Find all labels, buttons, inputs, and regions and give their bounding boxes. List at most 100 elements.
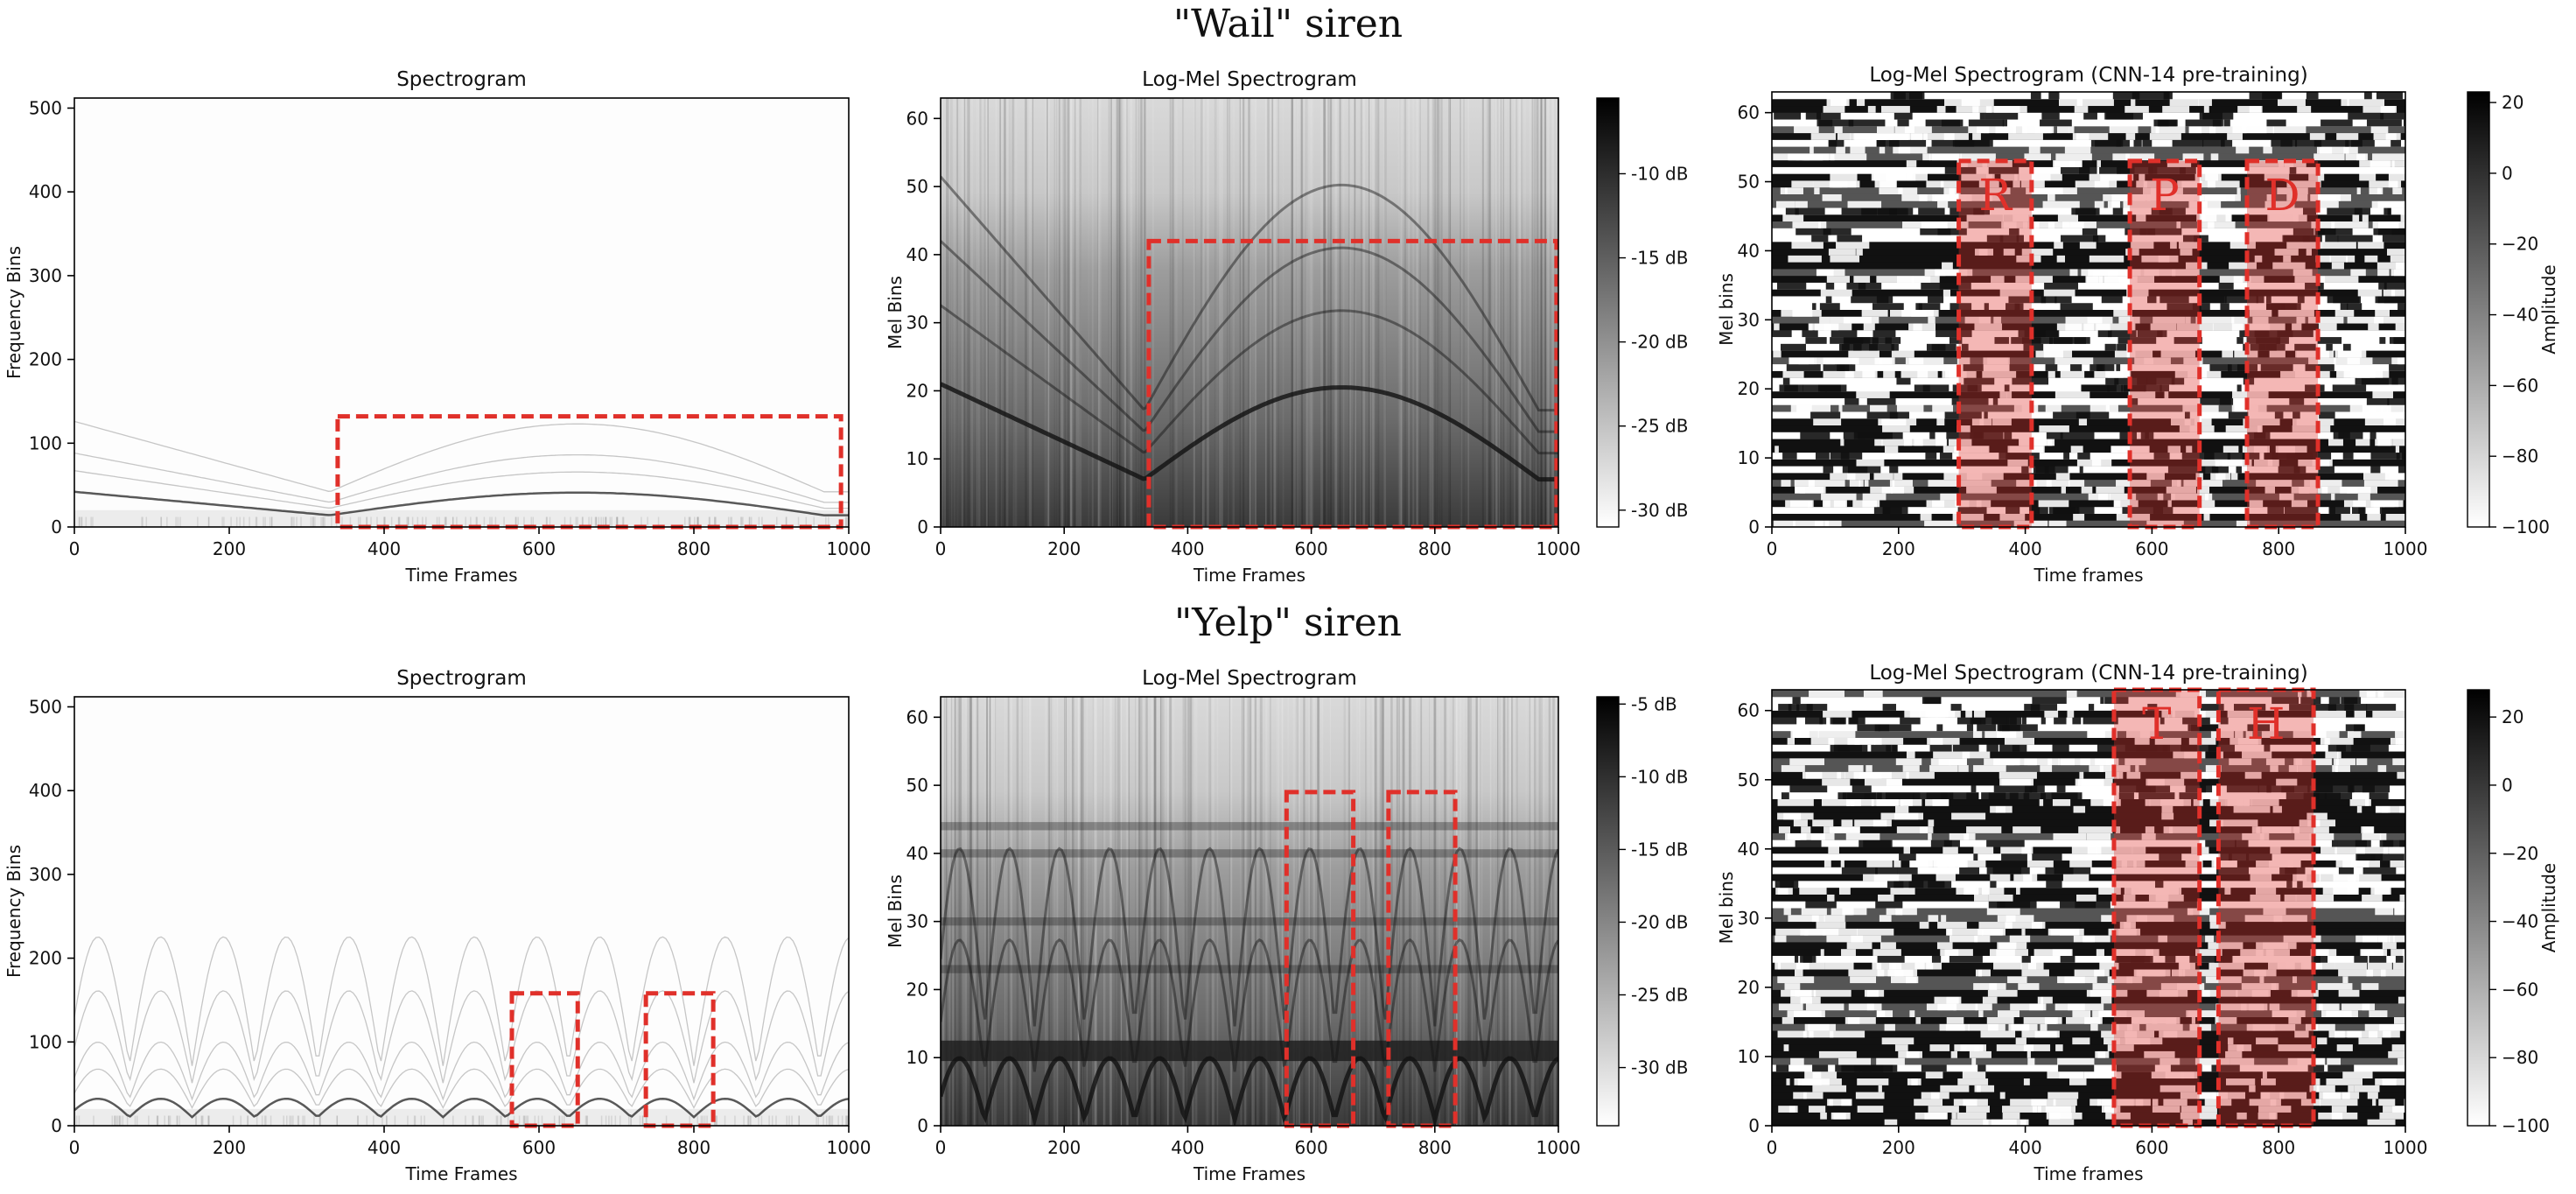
y-tick-label: 50 <box>1738 769 1760 790</box>
panel-title-wail-mel: Log-Mel Spectrogram <box>1142 68 1357 91</box>
highlight-region <box>1956 158 2034 530</box>
x-tick-label: 200 <box>1882 538 1915 559</box>
y-tick-label: 10 <box>906 448 928 469</box>
y-tick-label: 0 <box>51 516 62 537</box>
y-axis-label: Frequency Bins <box>4 246 24 379</box>
x-tick-label: 400 <box>1171 1137 1204 1158</box>
x-axis-label: Time Frames <box>404 1163 517 1184</box>
x-tick-label: 400 <box>2009 538 2042 559</box>
y-tick-label: 10 <box>906 1047 928 1068</box>
colorbar-tick-label: -10 dB <box>1631 163 1688 184</box>
x-tick-label: 600 <box>522 1137 556 1158</box>
colorbar-tick-label: 20 <box>2502 706 2524 727</box>
x-tick-label: 800 <box>677 1137 710 1158</box>
colorbar-label: Amplitude <box>2538 264 2559 355</box>
x-tick-label: 800 <box>2262 538 2295 559</box>
x-tick-label: 1000 <box>1536 538 1581 559</box>
y-axis-label: Mel bins <box>1716 872 1737 945</box>
y-tick-label: 0 <box>1748 1115 1760 1136</box>
panel-yelp-mel: 0 200 400 600 800 1000 0 10 20 30 40 50 60 Time Frame… <box>885 693 1688 1184</box>
y-tick-label: 60 <box>906 108 928 129</box>
colorbar-tick-label: -10 dB <box>1631 766 1688 787</box>
x-tick-label: 400 <box>1171 538 1204 559</box>
x-tick-label: 200 <box>1047 1137 1081 1158</box>
colorbar-tick-label: −80 <box>2502 1047 2538 1068</box>
x-tick-label: 1000 <box>1536 1137 1581 1158</box>
colorbar-tick-label: -5 dB <box>1631 693 1677 714</box>
heatmap-wail-spec <box>74 420 849 527</box>
highlight-region <box>2111 687 2202 1128</box>
y-tick-label: 300 <box>29 864 62 885</box>
heatmap-wail-cnn <box>1772 92 2405 527</box>
colorbar-tick-label: −60 <box>2502 979 2538 1000</box>
yelp-siren-title: "Yelp" siren <box>1173 601 1403 645</box>
y-tick-label: 50 <box>1738 172 1760 193</box>
y-tick-label: 0 <box>51 1115 62 1136</box>
y-tick-label: 400 <box>29 181 62 202</box>
x-tick-label: 200 <box>213 538 246 559</box>
x-axis-label: Time frames <box>2033 1163 2143 1184</box>
heatmap-wail-mel <box>941 98 1558 527</box>
y-tick-label: 30 <box>1738 309 1760 330</box>
region-letter: D <box>2264 170 2300 221</box>
y-tick-label: 20 <box>1738 378 1760 399</box>
wail-siren-title: "Wail" siren <box>1172 2 1404 46</box>
colorbar-tick-label: 0 <box>2502 163 2513 184</box>
x-tick-label: 800 <box>677 538 710 559</box>
panel-title-yelp-mel: Log-Mel Spectrogram <box>1142 667 1357 690</box>
panel-yelp-spec: 0 200 400 600 800 1000 0 100 200 300 400 500 Time Fr… <box>4 696 871 1184</box>
x-tick-label: 800 <box>2262 1137 2295 1158</box>
x-tick-label: 800 <box>1418 538 1452 559</box>
region-letter: R <box>1978 170 2012 221</box>
y-tick-label: 100 <box>29 432 62 453</box>
axes-frame <box>940 696 1559 1127</box>
y-tick-label: 0 <box>917 1115 928 1136</box>
y-tick-label: 10 <box>1738 1046 1760 1067</box>
x-tick-label: 200 <box>1047 538 1081 559</box>
y-tick-label: 40 <box>1738 240 1760 261</box>
axes-frame <box>1771 689 2406 1127</box>
y-tick-label: 40 <box>1738 839 1760 860</box>
colorbar-tick-label: -20 dB <box>1631 332 1688 353</box>
x-tick-label: 400 <box>368 1137 401 1158</box>
region-letter: P <box>2150 170 2180 221</box>
heatmap-background <box>74 697 849 1126</box>
x-tick-label: 1000 <box>2384 538 2428 559</box>
colorbar-tick-label: −20 <box>2502 843 2538 864</box>
region-letter: H <box>2247 699 2286 749</box>
axes-frame <box>940 97 1559 528</box>
colorbar-tick-label: -15 dB <box>1631 248 1688 269</box>
x-tick-label: 200 <box>1882 1137 1915 1158</box>
y-axis-label: Mel bins <box>1716 273 1737 346</box>
axes-frame <box>74 97 850 528</box>
highlight-box <box>643 991 716 1128</box>
panel-title-wail-spec: Spectrogram <box>396 68 527 91</box>
colorbar <box>2467 689 2490 1127</box>
y-tick-label: 60 <box>1738 700 1760 721</box>
x-tick-label: 0 <box>935 538 947 559</box>
axes-frame <box>74 696 850 1127</box>
x-tick-label: 200 <box>213 1137 246 1158</box>
x-axis-label: Time Frames <box>1193 565 1306 586</box>
colorbar-tick-label: −40 <box>2502 911 2538 932</box>
colorbar-tick-label: -30 dB <box>1631 500 1688 521</box>
highlight-box <box>1146 238 1559 530</box>
colorbar-tick-label: -25 dB <box>1631 985 1688 1006</box>
y-tick-label: 30 <box>906 313 928 334</box>
y-tick-label: 500 <box>29 696 62 717</box>
x-tick-label: 600 <box>2135 538 2168 559</box>
panel-title-yelp-spec: Spectrogram <box>396 667 527 690</box>
colorbar <box>1596 696 1620 1127</box>
y-tick-label: 50 <box>906 176 928 197</box>
x-tick-label: 800 <box>1418 1137 1452 1158</box>
colorbar-tick-label: −20 <box>2502 234 2538 255</box>
x-tick-label: 0 <box>69 538 80 559</box>
y-tick-label: 40 <box>906 843 928 864</box>
x-axis-label: Time Frames <box>1193 1163 1306 1184</box>
x-tick-label: 1000 <box>2384 1137 2428 1158</box>
heatmap-yelp-cnn <box>1772 690 2405 1126</box>
y-tick-label: 50 <box>906 775 928 796</box>
